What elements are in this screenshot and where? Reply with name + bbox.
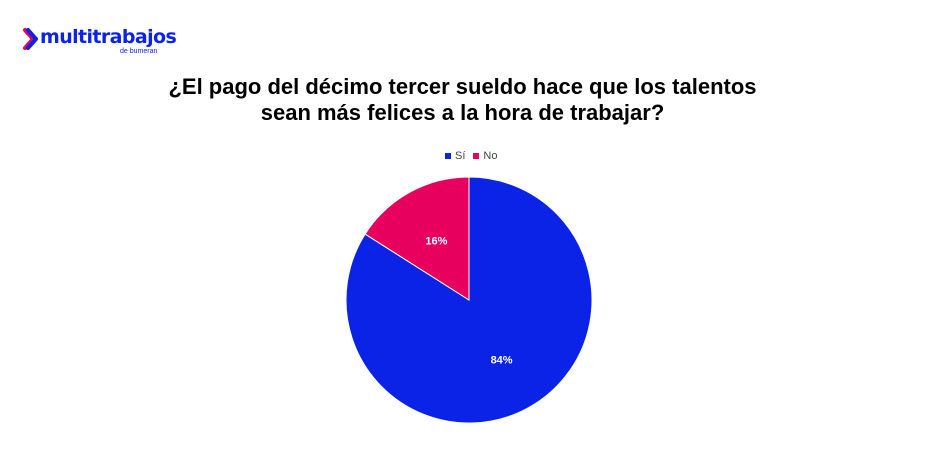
pie-labels: 84% 16%: [425, 236, 512, 367]
legend-label-si: Sí: [455, 150, 466, 162]
legend-item-si: Sí: [445, 150, 465, 162]
legend-label-no: No: [483, 150, 498, 162]
chart-title-line-1: ¿El pago del décimo tercer sueldo hace q…: [168, 74, 757, 99]
legend-swatch-no: [473, 153, 480, 159]
chart-title-line-2: sean más felices a la hora de trabajar?: [260, 100, 665, 125]
legend-item-no: No: [473, 150, 497, 162]
legend-swatch-si: [445, 153, 451, 159]
chart-legend: Sí No: [445, 149, 497, 163]
pie-label-si: 84%: [491, 354, 513, 366]
brand-logo: multitrabajos de bumeran: [22, 26, 222, 58]
pie-slices: [345, 176, 593, 424]
brand-tagline: de bumeran: [120, 48, 158, 55]
pie-slice-no: [364, 176, 470, 301]
brand-name: multitrabajos: [40, 26, 177, 48]
brand-chevron-icon: [23, 28, 38, 50]
chart-title: ¿El pago del décimo tercer sueldo hace q…: [0, 74, 925, 126]
pie-label-no: 16%: [425, 236, 447, 248]
